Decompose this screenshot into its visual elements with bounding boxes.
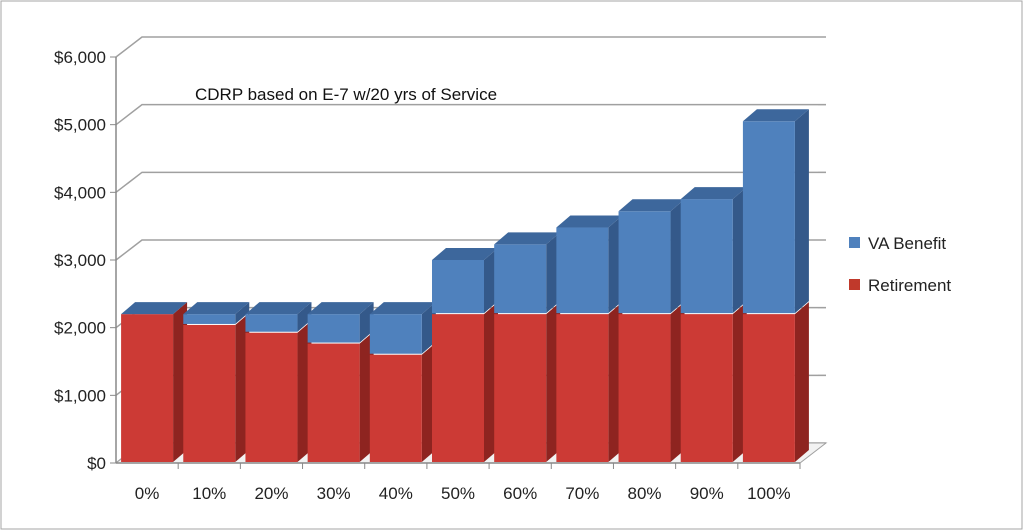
x-tick-label: 20% xyxy=(254,484,288,503)
retirement-bar xyxy=(183,324,236,462)
retirement-bar xyxy=(556,314,609,462)
va-benefit-bar xyxy=(369,314,422,354)
chart-title: CDRP based on E-7 w/20 yrs of Service xyxy=(195,85,497,104)
va-benefit-bar xyxy=(183,314,236,324)
bar-top xyxy=(680,187,747,200)
gridline xyxy=(115,103,826,126)
bar-top xyxy=(307,302,374,315)
x-tick-label: 60% xyxy=(503,484,537,503)
x-tick-label: 30% xyxy=(317,484,351,503)
bar-top xyxy=(618,199,685,212)
gridline xyxy=(115,171,826,193)
y-tick-label: $5,000 xyxy=(54,116,106,135)
bar-top xyxy=(494,232,561,245)
va-benefit-bar xyxy=(556,227,609,314)
legend-label-va-benefit: VA Benefit xyxy=(868,234,946,253)
bar-top xyxy=(245,302,312,315)
legend: VA Benefit Retirement xyxy=(849,234,951,295)
va-benefit-bar xyxy=(307,314,360,343)
y-tick-label: $0 xyxy=(87,454,106,473)
legend-swatch-retirement xyxy=(849,279,860,290)
va-benefit-bar xyxy=(618,211,671,314)
va-benefit-bar xyxy=(680,199,733,314)
retirement-bar xyxy=(432,314,484,462)
gridline xyxy=(115,36,826,58)
va-benefit-bar xyxy=(245,314,298,332)
y-tick-label: $3,000 xyxy=(54,251,106,270)
y-tick-label: $4,000 xyxy=(54,183,106,202)
va-benefit-bar xyxy=(494,244,547,314)
retirement-bar xyxy=(494,314,547,462)
x-tick-label: 0% xyxy=(135,484,160,503)
x-tick-label: 10% xyxy=(192,484,226,503)
va-benefit-bar-side xyxy=(794,109,809,314)
retirement-bar xyxy=(618,314,671,462)
x-tick-label: 100% xyxy=(747,484,790,503)
va-benefit-bar-side xyxy=(235,302,250,324)
legend-swatch-va-benefit xyxy=(849,237,860,248)
bar-top xyxy=(742,109,809,122)
bar-top xyxy=(369,302,436,315)
x-tick-label: 80% xyxy=(628,484,662,503)
retirement-bar xyxy=(742,314,795,462)
retirement-bar xyxy=(245,332,298,462)
y-tick-label: $2,000 xyxy=(54,319,106,338)
va-benefit-bar-side xyxy=(297,302,312,332)
bar-top xyxy=(121,302,188,315)
y-tick-label: $1,000 xyxy=(54,386,106,405)
va-benefit-bar xyxy=(432,260,484,314)
retirement-bar-side xyxy=(794,302,809,462)
x-tick-label: 40% xyxy=(379,484,413,503)
x-tick-label: 90% xyxy=(690,484,724,503)
x-tick-label: 70% xyxy=(565,484,599,503)
bar-top xyxy=(556,215,623,228)
x-tick-label: 50% xyxy=(441,484,475,503)
retirement-bar xyxy=(307,343,360,462)
y-tick-label: $6,000 xyxy=(54,48,106,67)
bar-top xyxy=(432,248,498,260)
retirement-bar xyxy=(121,314,174,462)
retirement-bar xyxy=(680,314,733,462)
va-benefit-bar xyxy=(742,121,795,314)
retirement-bar xyxy=(369,354,422,462)
legend-label-retirement: Retirement xyxy=(868,276,951,295)
bar-top xyxy=(183,302,250,315)
